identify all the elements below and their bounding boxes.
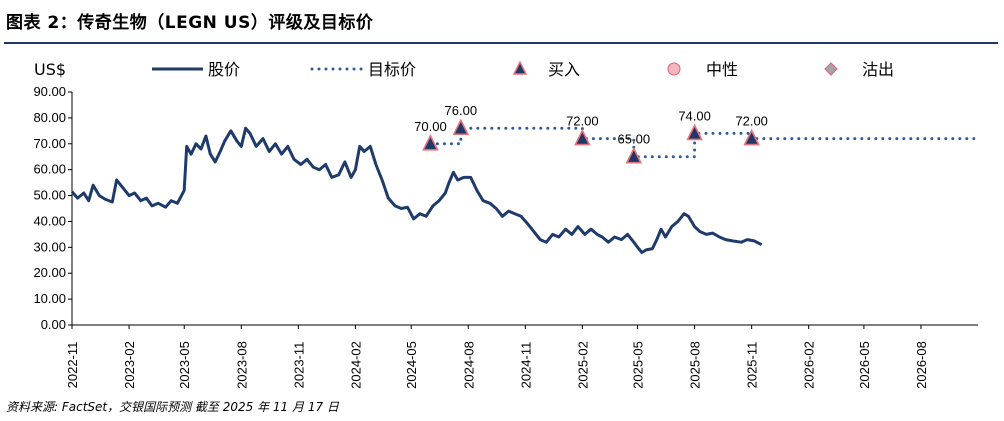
y-tick-label: 0.00: [41, 317, 66, 332]
legend-neutral-label: 中性: [706, 60, 738, 79]
target-value-label: 74.00: [678, 108, 711, 123]
legend-sell-icon: [824, 62, 838, 76]
x-tick-label: 2023-05: [177, 341, 192, 389]
x-tick-label: 2022-11: [65, 342, 80, 389]
x-tick-label: 2025-05: [631, 341, 646, 389]
y-tick-label: 60.00: [33, 162, 66, 177]
legend-buy-label: 买入: [548, 60, 580, 79]
price-line: [70, 126, 763, 254]
x-tick-label: 2023-11: [291, 342, 306, 389]
buy-marker: [574, 128, 591, 146]
x-tick-label: 2023-02: [122, 341, 137, 389]
buy-marker: [452, 118, 470, 136]
target-value-label: 72.00: [735, 114, 768, 129]
legend-neutral-icon: [667, 62, 681, 76]
x-tick-label: 2025-02: [575, 341, 590, 389]
title-divider: [4, 42, 998, 44]
chart-legend: US$ 股价 目标价 买入 中性 沽出: [34, 60, 894, 79]
y-tick-label: 20.00: [33, 265, 66, 280]
buy-marker: [686, 123, 703, 141]
y-tick-label: 10.00: [33, 291, 66, 306]
legend-price-label: 股价: [208, 60, 240, 79]
target-value-label: 70.00: [414, 119, 447, 134]
legend-target-label: 目标价: [368, 60, 416, 79]
x-tick-label: 2024-05: [404, 341, 419, 389]
buy-marker: [422, 133, 439, 151]
x-tick-label: 2024-08: [461, 341, 476, 389]
target-value-label: 65.00: [618, 132, 651, 147]
x-tick-label: 2024-11: [518, 342, 533, 389]
y-tick-label: 70.00: [33, 136, 66, 151]
buy-marker: [743, 128, 760, 146]
legend-sell-label: 沽出: [862, 60, 894, 79]
target-value-label: 72.00: [566, 114, 599, 129]
chart-axes: 0.00 10.00 20.00 30.00 40.00 50.00 60.00 70.00 8…: [33, 84, 978, 389]
x-tick-label: 2025-08: [688, 341, 703, 389]
y-tick-label: 40.00: [33, 213, 66, 228]
y-tick-label: 30.00: [33, 239, 66, 254]
y-tick-label: 80.00: [33, 110, 66, 125]
figure-title: 图表 2：传奇生物（LEGN US）评级及目标价: [6, 13, 374, 33]
y-axis-unit-label: US$: [34, 60, 66, 79]
y-tick-label: 50.00: [33, 188, 66, 203]
buy-marker: [625, 146, 643, 164]
target-value-label: 76.00: [445, 103, 478, 118]
chart-series: [70, 126, 980, 254]
legend-buy-icon: [512, 60, 528, 75]
x-tick-label: 2024-02: [348, 341, 363, 389]
x-tick-label: 2026-08: [914, 341, 929, 389]
x-tick-label: 2026-02: [802, 341, 817, 389]
source-note: 资料来源: FactSet，交银国际预测 截至 2025 年 11 月 17 日: [6, 400, 339, 414]
x-tick-label: 2023-08: [234, 341, 249, 389]
target-price-line: [428, 126, 980, 159]
x-tick-label: 2026-05: [857, 341, 872, 389]
x-tick-label: 2025-11: [745, 342, 760, 389]
y-tick-label: 90.00: [33, 84, 66, 99]
